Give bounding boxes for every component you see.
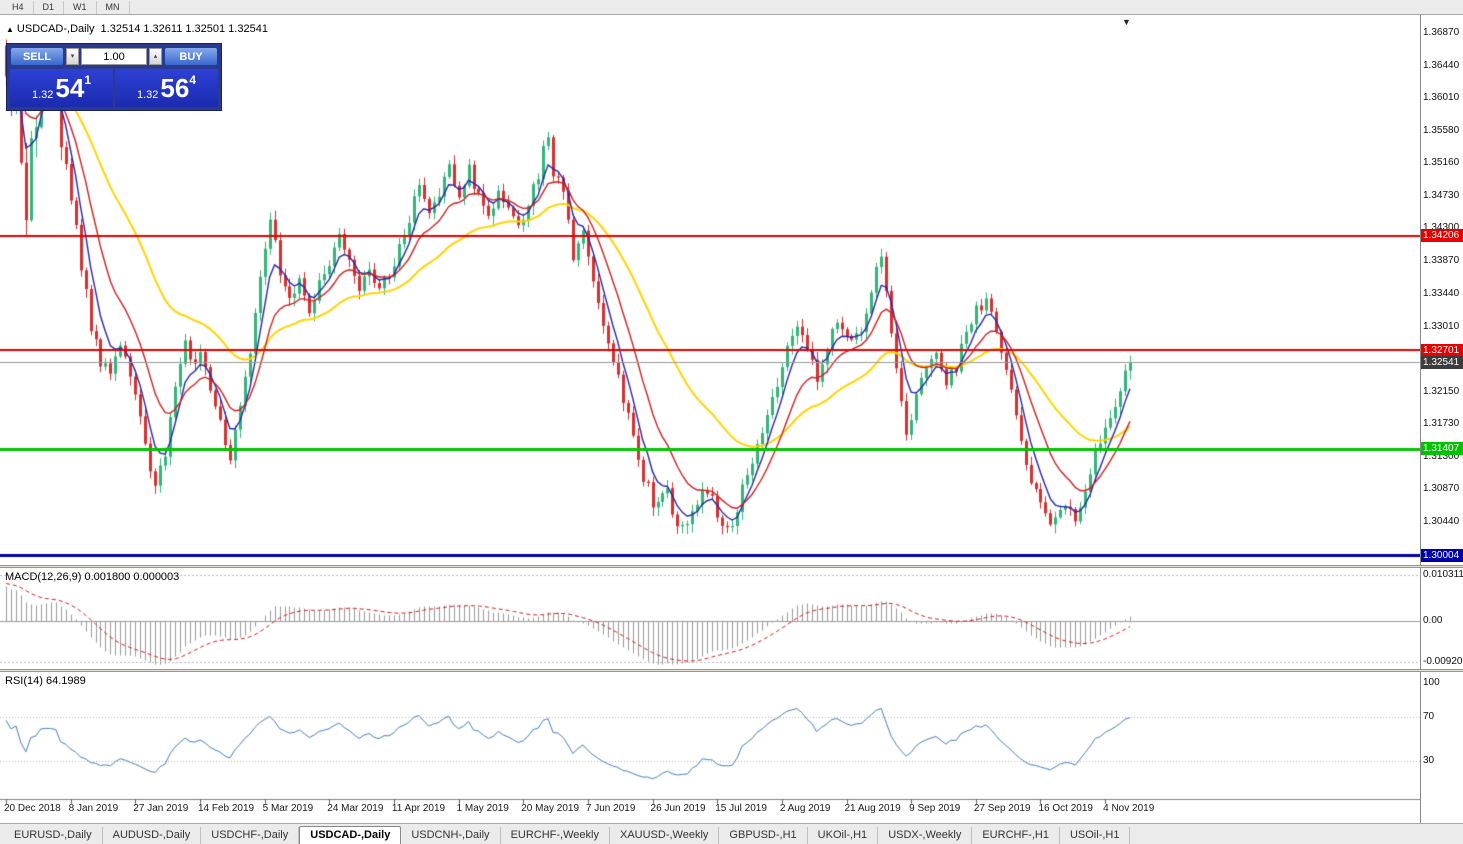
sell-price-display[interactable]: 1.32 54 1 [10, 69, 113, 107]
chart-canvas[interactable] [0, 15, 1420, 808]
price-tick-label: 1.33010 [1423, 320, 1460, 332]
date-label: 9 Sep 2019 [909, 803, 961, 814]
date-label: 16 Oct 2019 [1038, 803, 1093, 814]
macd-indicator-label: MACD(12,26,9) 0.001800 0.000003 [5, 571, 180, 583]
date-label: 2 Aug 2019 [779, 803, 831, 814]
price-tick-label: 1.34300 [1423, 222, 1460, 234]
buy-price-pip-digit: 4 [189, 73, 197, 87]
sell-price-big-digits: 54 [55, 73, 85, 103]
price-tick-label: 1.35580 [1423, 125, 1460, 137]
sell-price-main: 1.32 [31, 89, 54, 101]
volume-increase-button[interactable]: ▴ [149, 48, 162, 65]
chart-tab-usdcad-daily[interactable]: USDCAD-,Daily [299, 826, 402, 844]
chart-tab-usoil-h1[interactable]: USOil-,H1 [1060, 827, 1131, 844]
price-tick-label: 1.35160 [1423, 157, 1460, 169]
timeframe-mn-button[interactable]: MN [97, 0, 130, 14]
date-axis[interactable]: 20 Dec 2018 8 Jan 2019 27 Jan 2019 14 Feb 2… [0, 800, 1420, 823]
chart-tab-audusd-daily[interactable]: AUDUSD-,Daily [103, 827, 202, 844]
chart-tab-eurusd-daily[interactable]: EURUSD-,Daily [4, 827, 103, 844]
date-label: 11 Apr 2019 [391, 803, 446, 814]
date-label: 27 Jan 2019 [133, 803, 189, 814]
date-label: 27 Sep 2019 [973, 803, 1031, 814]
price-tick-label: 1.30440 [1423, 516, 1460, 528]
chart-menu-arrow-icon[interactable]: ▼ [1122, 17, 1131, 27]
sell-button[interactable]: SELL [10, 47, 64, 66]
chart-ohlc-values: 1.32514 1.32611 1.32501 1.32541 [100, 23, 268, 35]
rsi-indicator-label: RSI(14) 64.1989 [5, 675, 86, 687]
price-tick-label: 1.31730 [1423, 418, 1460, 430]
hline-price-badge: 1.34206 [1421, 229, 1463, 242]
date-label: 20 Dec 2018 [4, 803, 61, 814]
date-label: 24 Mar 2019 [327, 803, 384, 814]
date-label: 8 Jan 2019 [68, 803, 119, 814]
chart-title: USDCAD-,Daily [16, 23, 95, 35]
hline-price-badge: 1.32701 [1421, 344, 1463, 357]
rsi-scale-label: 70 [1423, 710, 1435, 722]
date-label: 15 Jul 2019 [715, 803, 767, 814]
date-label: 5 Mar 2019 [262, 803, 314, 814]
macd-scale-label: 0.00 [1423, 615, 1443, 626]
buy-price-main: 1.32 [136, 89, 159, 101]
chart-tab-eurchf-h1[interactable]: EURCHF-,H1 [972, 827, 1060, 844]
hline-price-badge: 1.30004 [1421, 549, 1463, 562]
price-axis[interactable]: 1.36870 1.36440 1.36010 1.35580 1.35160 1.347… [1420, 15, 1463, 823]
volume-decrease-button[interactable]: ▾ [66, 48, 79, 65]
chart-tab-xauusd-weekly[interactable]: XAUUSD-,Weekly [610, 827, 720, 844]
date-label: 20 May 2019 [521, 803, 580, 814]
chart-tab-ukoil-h1[interactable]: UKOil-,H1 [808, 827, 879, 844]
chart-window: ▲ USDCAD-,Daily 1.32514 1.32611 1.32501 1.… [0, 15, 1463, 823]
chart-tabs-bar: EURUSD-,Daily AUDUSD-,Daily USDCHF-,Daily U… [0, 823, 1463, 844]
macd-scale-label: -0.009203 [1423, 656, 1463, 668]
buy-button[interactable]: BUY [164, 47, 218, 66]
macd-scale-label: 0.010311 [1423, 568, 1463, 580]
date-label: 21 Aug 2019 [844, 803, 901, 814]
timeframe-w1-button[interactable]: W1 [64, 0, 97, 14]
price-tick-label: 1.36870 [1423, 26, 1460, 38]
rsi-scale-label: 100 [1423, 677, 1440, 688]
buy-price-display[interactable]: 1.32 56 4 [115, 69, 218, 107]
date-label: 14 Feb 2019 [197, 803, 255, 814]
price-tick-label: 1.32150 [1423, 386, 1460, 398]
date-label: 4 Nov 2019 [1103, 803, 1155, 814]
price-tick-label: 1.36440 [1423, 59, 1460, 71]
price-tick-label: 1.33440 [1423, 287, 1460, 299]
date-label: 1 May 2019 [456, 803, 509, 814]
chart-tab-usdcnh-daily[interactable]: USDCNH-,Daily [401, 827, 501, 844]
volume-input[interactable] [81, 48, 147, 65]
date-label: 26 Jun 2019 [650, 803, 706, 814]
price-tick-label: 1.33870 [1423, 255, 1460, 267]
timeframe-h4-button[interactable]: H4 [3, 0, 34, 14]
symbol-direction-up-icon: ▲ [6, 25, 14, 34]
price-tick-label: 1.34730 [1423, 189, 1460, 201]
hline-price-badge: 1.31407 [1421, 442, 1463, 455]
chart-tab-eurchf-weekly[interactable]: EURCHF-,Weekly [501, 827, 610, 844]
pane-splitter-macd[interactable] [0, 565, 1463, 568]
one-click-trading-panel: SELL ▾ ▴ BUY 1.32 54 1 1.32 56 4 [6, 43, 222, 111]
chart-tab-gbpusd-h1[interactable]: GBPUSD-,H1 [719, 827, 808, 844]
price-tick-label: 1.31300 [1423, 450, 1460, 462]
pane-splitter-rsi[interactable] [0, 669, 1463, 672]
timeframe-toolbar: H4 D1 W1 MN [0, 0, 1463, 15]
chart-tab-usdx-weekly[interactable]: USDX-,Weekly [878, 827, 973, 844]
chart-tab-usdchf-daily[interactable]: USDCHF-,Daily [201, 827, 300, 844]
current-price-badge: 1.32541 [1421, 356, 1463, 369]
sell-price-pip-digit: 1 [84, 73, 92, 87]
timeframe-d1-button[interactable]: D1 [34, 0, 65, 14]
date-label: 7 Jun 2019 [585, 803, 636, 814]
price-tick-label: 1.30870 [1423, 483, 1460, 495]
price-tick-label: 1.36010 [1423, 92, 1460, 104]
rsi-scale-label: 30 [1423, 755, 1435, 767]
chart-ohlc-header: ▲ USDCAD-,Daily 1.32514 1.32611 1.32501 1.… [6, 23, 268, 35]
buy-price-big-digits: 56 [160, 73, 190, 103]
